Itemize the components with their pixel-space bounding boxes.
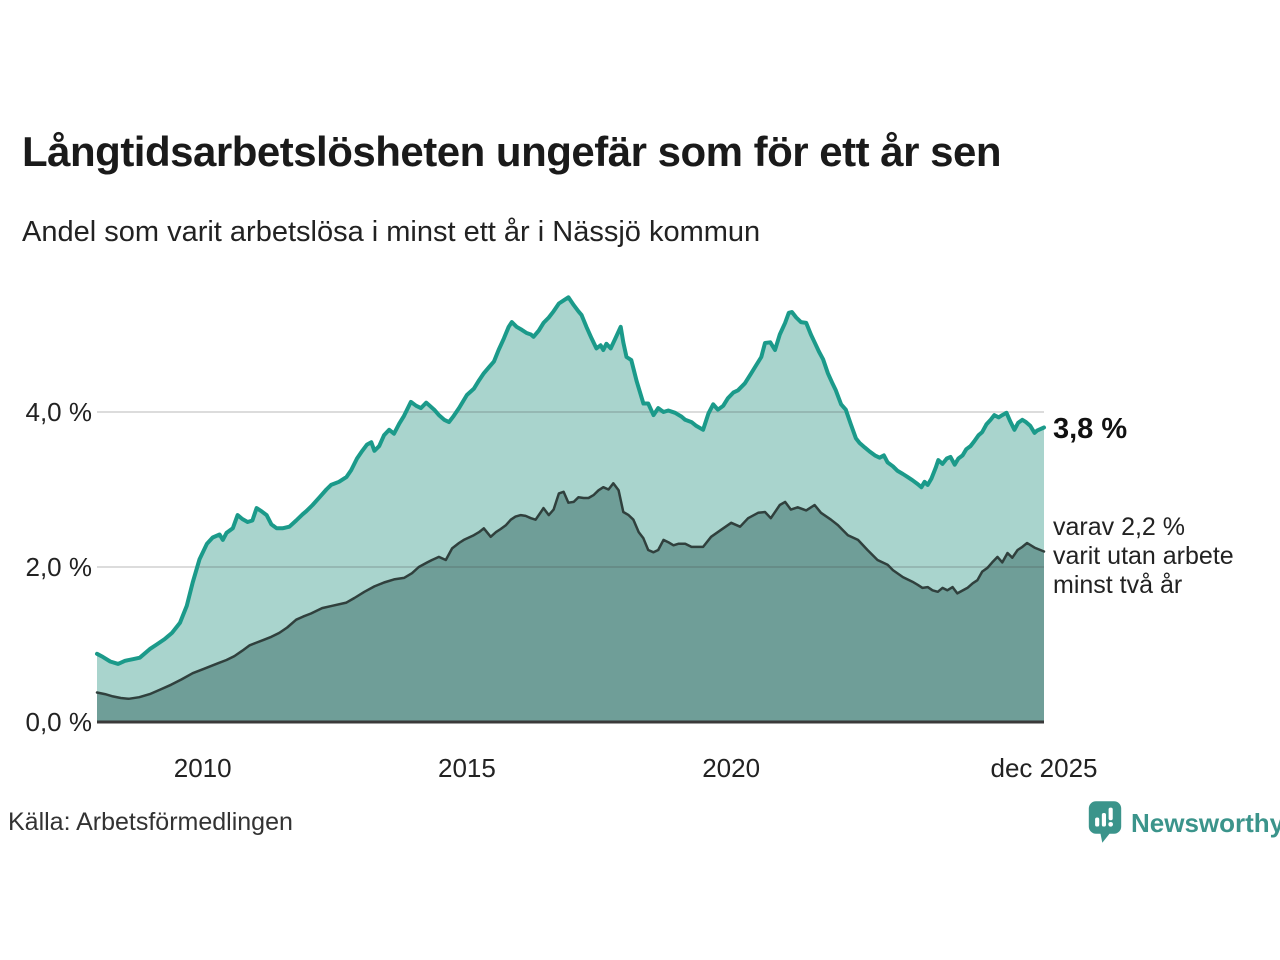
two-year-annotation: varav 2,2 % varit utan arbete minst två … xyxy=(1053,513,1234,600)
y-tick-label: 0,0 % xyxy=(25,707,93,737)
x-tick-label: dec 2025 xyxy=(990,753,1098,783)
newsworthy-bubble-chart-icon xyxy=(1088,801,1122,843)
line-at-least-two-years xyxy=(95,482,1046,701)
y-tick-label: 4,0 % xyxy=(25,397,93,427)
x-tick-label: 2015 xyxy=(438,753,496,783)
page-title: Långtidsarbetslösheten ungefär som för e… xyxy=(22,128,1002,175)
x-tick-label: 2010 xyxy=(173,753,232,783)
newsworthy-logo-text: Newsworthy xyxy=(1131,807,1280,838)
two-year-annotation-line-3: minst två år xyxy=(1053,571,1183,599)
source-credit: Källa: Arbetsförmedlingen xyxy=(8,808,293,836)
line-at-least-one-year xyxy=(95,295,1046,666)
two-year-annotation-line-2: varit utan arbete xyxy=(1053,542,1234,570)
y-tick-label: 2,0 % xyxy=(25,552,93,582)
newsworthy-logo: Newsworthy xyxy=(1087,799,1280,845)
x-tick-label: 2020 xyxy=(702,753,761,783)
two-year-annotation-line-1: varav 2,2 % xyxy=(1053,513,1186,541)
latest-value-label: 3,8 % xyxy=(1053,413,1128,445)
area-at-least-two-years xyxy=(97,483,1044,722)
page-subtitle: Andel som varit arbetslösa i minst ett å… xyxy=(22,216,761,248)
